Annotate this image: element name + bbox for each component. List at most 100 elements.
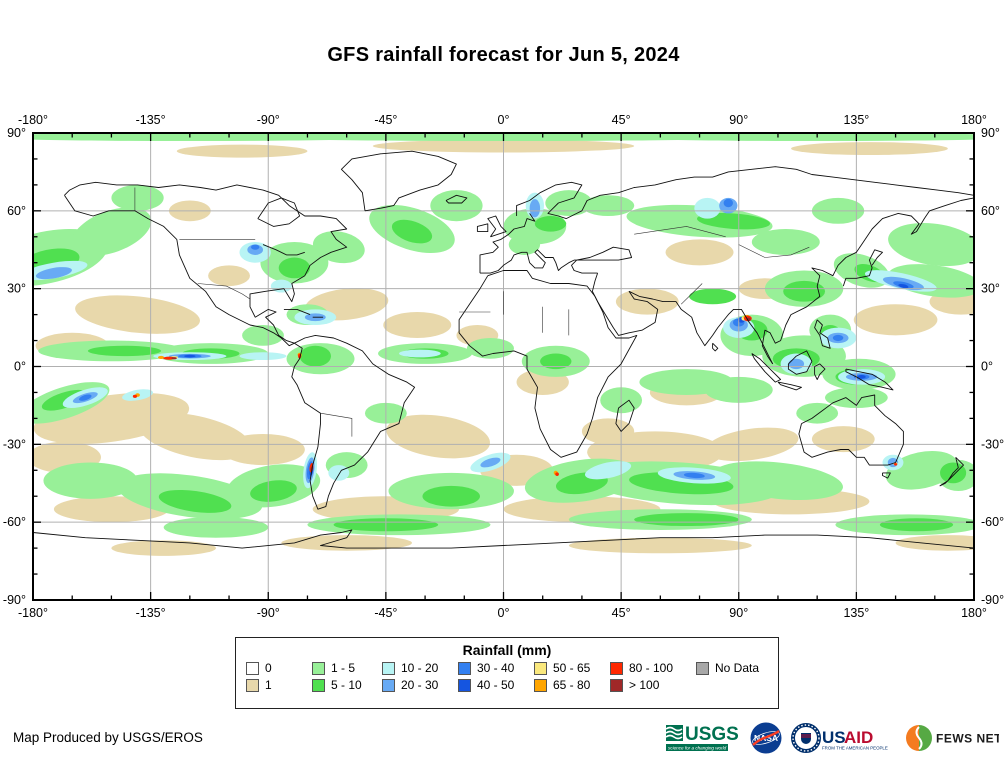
legend-label: No Data — [715, 661, 760, 675]
coastline — [615, 399, 635, 432]
rainfall-blob — [398, 349, 441, 358]
lat-tick-label: 30° — [981, 282, 1000, 296]
rainfall-blob — [712, 461, 843, 500]
lat-tick-label: 90° — [981, 126, 1000, 140]
coastline — [591, 272, 659, 336]
coastline — [761, 197, 974, 365]
map-frame — [32, 132, 975, 601]
coastline — [628, 290, 774, 365]
rainfall-blob — [383, 312, 452, 338]
coastline — [712, 342, 719, 352]
usgs-waves-icon — [665, 725, 683, 741]
lat-tick-label: 60° — [981, 204, 1000, 218]
coastline — [257, 197, 301, 227]
coastline — [845, 368, 894, 391]
lat-tick-label: 0° — [14, 360, 26, 374]
coastline — [291, 334, 416, 510]
rainfall-blob — [534, 216, 567, 232]
nasa-swoosh-icon — [752, 730, 780, 746]
rainfall-blob — [584, 461, 632, 480]
legend-title: Rainfall (mm) — [462, 642, 552, 658]
lon-tick-label: 0° — [498, 606, 510, 620]
rainfall-blob — [568, 537, 752, 554]
legend-swatch — [534, 678, 547, 692]
rainfall-blob — [35, 267, 72, 280]
legend-item: > 100 — [610, 678, 682, 692]
rainfall-blob — [250, 244, 260, 250]
rainfall-blob — [158, 489, 232, 513]
legend-item: 0 — [246, 661, 298, 675]
legend-swatch — [382, 678, 395, 692]
legend-label: 0 — [265, 661, 272, 675]
coastline — [882, 472, 891, 479]
coastline — [814, 363, 826, 380]
legend-swatch — [312, 661, 325, 675]
legend-label: 65 - 80 — [553, 678, 591, 692]
coastline — [751, 353, 782, 383]
usgs-logo: USGS science for a changing world — [665, 724, 739, 751]
lon-tick-label: 180° — [961, 113, 987, 127]
usaid-tagline: FROM THE AMERICAN PEOPLE — [822, 746, 888, 751]
coastline — [777, 381, 802, 391]
lon-tick-label: 90° — [729, 113, 748, 127]
lon-tick-label: -90° — [257, 113, 280, 127]
legend-swatch — [382, 661, 395, 675]
legend-label: 50 - 65 — [553, 661, 591, 675]
country-border — [680, 283, 703, 305]
legend-column: 50 - 65 65 - 80 — [534, 661, 596, 692]
coastline — [458, 270, 638, 458]
legend-swatch — [246, 678, 259, 692]
rainfall-blob — [184, 354, 196, 358]
rainfall-blob — [466, 337, 514, 359]
country-border — [197, 283, 251, 300]
coastline — [262, 244, 305, 256]
lat-tick-label: 30° — [7, 282, 26, 296]
rainfall-blob — [171, 357, 177, 360]
coastline — [939, 456, 964, 487]
rainfall-blob — [788, 358, 805, 370]
rainfall-blob — [221, 433, 305, 466]
rainfall-blob — [689, 288, 737, 305]
rainfall-blob — [111, 184, 164, 211]
coastline — [33, 529, 974, 549]
rainfall-blob — [391, 219, 433, 244]
legend-column: 1 - 5 5 - 10 — [312, 661, 368, 692]
lon-tick-label: -180° — [18, 113, 48, 127]
rainfall-blob — [270, 279, 292, 293]
rainfall-blob — [694, 197, 721, 219]
page-title: GFS rainfall forecast for Jun 5, 2024 — [327, 44, 680, 66]
rainfall-blob — [422, 485, 480, 507]
axis-tick-labels: -180° -180° -135° -135° -90° -90° -45° -45° 0° 0°… — [3, 113, 1004, 620]
rainfall-blob — [697, 213, 771, 230]
graticule-grid — [33, 133, 974, 600]
rainfall-blob — [157, 355, 165, 359]
rainfall-blob — [895, 535, 974, 551]
legend-item: 50 - 65 — [534, 661, 596, 675]
rainfall-blob — [751, 228, 820, 255]
lat-tick-label: -30° — [981, 437, 1004, 451]
legend-item: 5 - 10 — [312, 678, 368, 692]
rainfall-blob — [857, 375, 866, 379]
rainfall-blob — [299, 345, 331, 367]
coastline — [814, 319, 831, 349]
coastline — [516, 181, 583, 220]
legend-item: No Data — [696, 661, 766, 675]
lat-tick-label: -60° — [3, 515, 26, 529]
rainfall-blob — [853, 304, 938, 336]
nasa-logo: NASA — [750, 722, 782, 754]
legend-swatch — [458, 661, 471, 675]
legend-column: 30 - 40 40 - 50 — [458, 661, 520, 692]
legend-item: 80 - 100 — [610, 661, 682, 675]
rainfall-blob — [581, 195, 635, 217]
fewsnet-globe-icon — [906, 725, 932, 751]
lon-tick-label: -45° — [374, 606, 397, 620]
coastline — [476, 223, 489, 233]
logo-row: USGS science for a changing world NASA U… — [665, 720, 999, 756]
rainfall-blob — [480, 457, 501, 468]
rainfall-blob — [79, 394, 92, 401]
legend-label: 40 - 50 — [477, 678, 515, 692]
rainfall-blob — [634, 513, 739, 527]
legend-swatch — [246, 661, 259, 675]
rainfall-blob — [791, 142, 948, 156]
